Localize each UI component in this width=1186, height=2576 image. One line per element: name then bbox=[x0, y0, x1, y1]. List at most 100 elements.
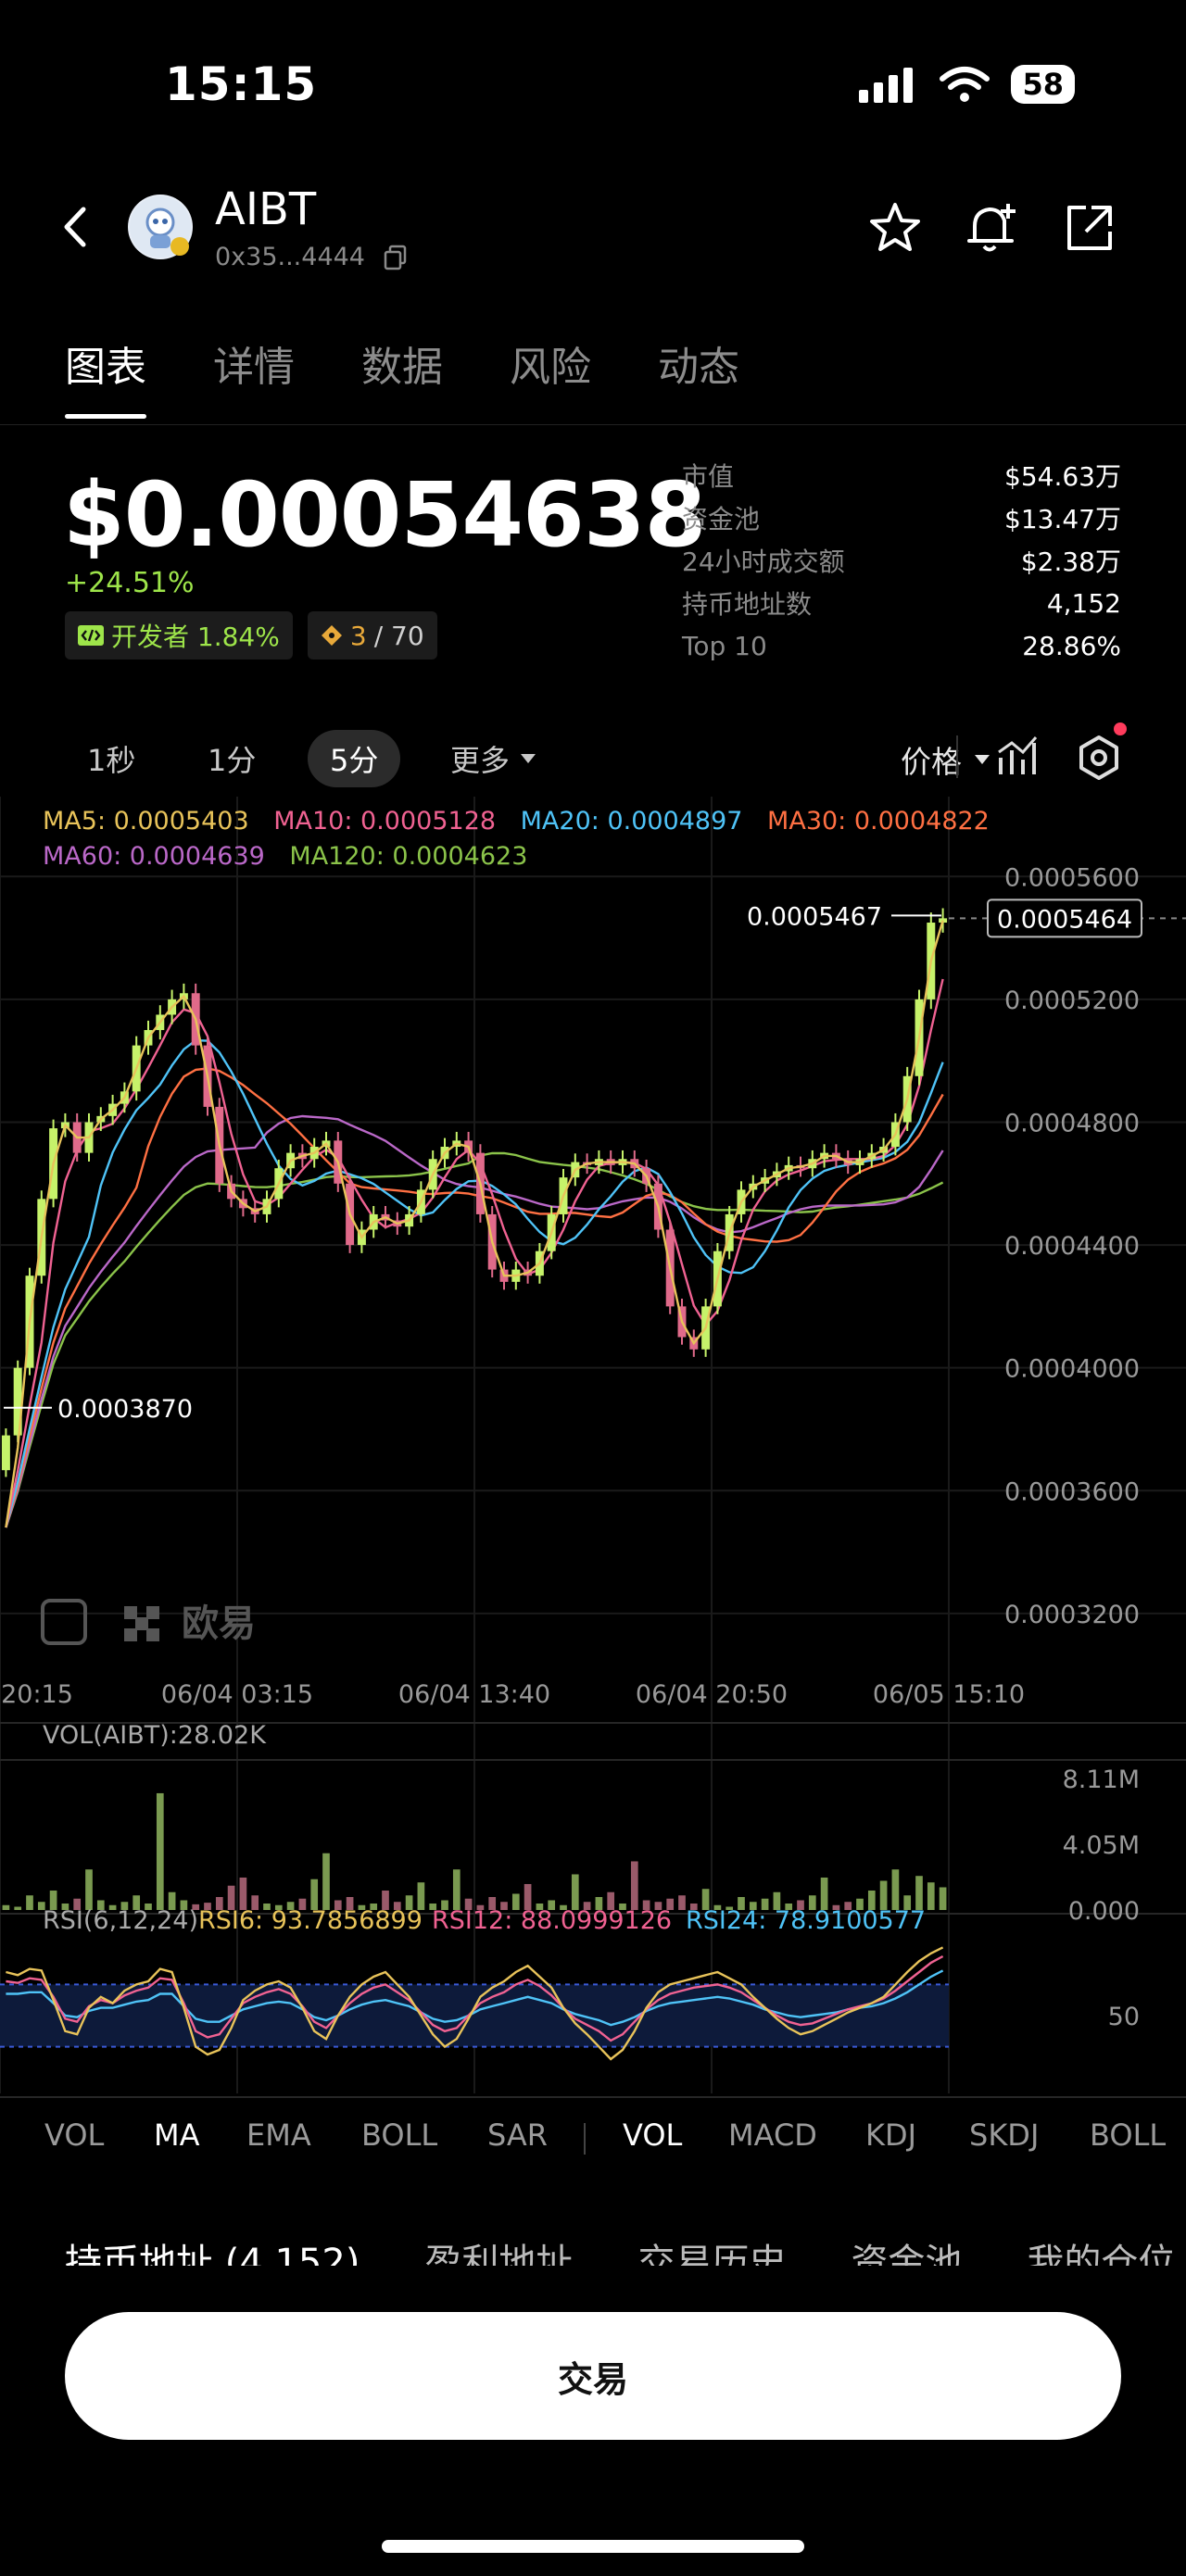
volume-bar bbox=[132, 1895, 141, 1910]
score-badge[interactable]: 3 / 70 bbox=[307, 611, 437, 660]
volume-bar bbox=[85, 1869, 93, 1910]
ma20-line bbox=[5, 1038, 944, 1528]
tab-profitable[interactable]: 盈利地址 bbox=[424, 2242, 574, 2269]
volume-bar bbox=[168, 1891, 176, 1910]
okx-logo-block bbox=[146, 1606, 159, 1619]
timeframe-more[interactable]: 更多 bbox=[428, 730, 560, 787]
ma5-path bbox=[5, 920, 944, 1528]
indicator-sar[interactable]: SAR bbox=[487, 2117, 549, 2153]
indicator-kdj[interactable]: KDJ bbox=[865, 2117, 917, 2153]
volume-bar bbox=[725, 1906, 734, 1910]
candle-body bbox=[1, 1435, 10, 1471]
price-tick-label: 0.0003200 bbox=[1004, 1601, 1140, 1629]
volume-bar bbox=[891, 1869, 900, 1910]
current-price-box bbox=[987, 898, 1142, 938]
volume-bar bbox=[761, 1898, 769, 1910]
notification-dot bbox=[1114, 723, 1127, 735]
star-icon[interactable] bbox=[867, 200, 923, 256]
volume-bar bbox=[310, 1879, 319, 1910]
trade-button[interactable]: 交易 bbox=[65, 2312, 1121, 2440]
indicator-macd[interactable]: MACD bbox=[728, 2117, 817, 2153]
tab-trade-history[interactable]: 交易历史 bbox=[637, 2242, 787, 2269]
okx-logo-block bbox=[124, 1628, 137, 1641]
volume-bar bbox=[738, 1896, 745, 1910]
volume-bar bbox=[536, 1903, 544, 1910]
volume-bar bbox=[286, 1902, 295, 1910]
indicator-ma[interactable]: MA bbox=[154, 2117, 200, 2153]
caret-down-icon bbox=[521, 754, 536, 763]
tab-pool[interactable]: 资金池 bbox=[851, 2242, 963, 2269]
indicator-boll-sub[interactable]: BOLL bbox=[1090, 2117, 1167, 2153]
price-change: +24.51% bbox=[65, 567, 195, 599]
stat-label: Top 10 bbox=[682, 630, 767, 661]
rsi-series-label: RSI24: 78.9100577 bbox=[686, 1906, 926, 1935]
indicator-boll-main[interactable]: BOLL bbox=[361, 2117, 438, 2153]
tab-my-position[interactable]: 我的仓位 bbox=[1027, 2242, 1176, 2269]
stat-value: 4,152 bbox=[1046, 587, 1121, 619]
price-mode-select[interactable]: 价格 bbox=[901, 737, 991, 782]
time-axis: 20:15 06/04 03:15 06/04 13:40 06/04 20:50 06… bbox=[1, 1680, 1025, 1709]
volume-bar bbox=[476, 1904, 485, 1910]
volume-bar bbox=[464, 1898, 473, 1910]
volume-bar bbox=[642, 1900, 650, 1910]
indicator-chart-icon[interactable] bbox=[993, 734, 1041, 782]
volume-bar bbox=[820, 1877, 828, 1910]
volume-bar bbox=[263, 1903, 271, 1910]
volume-bar bbox=[844, 1902, 852, 1910]
status-bar: 15:15 58 bbox=[0, 0, 1186, 157]
rsi24-line bbox=[6, 1969, 944, 2027]
current-price-label: 0.0005464 bbox=[997, 905, 1132, 934]
price-chart[interactable]: 0.00056000.00052000.00048000.00044000.00… bbox=[0, 797, 1186, 2112]
timeframe-1s[interactable]: 1秒 bbox=[87, 743, 136, 778]
add-alert-icon[interactable] bbox=[964, 200, 1019, 256]
volume-bar bbox=[749, 1902, 757, 1910]
stat-label: 持币地址数 bbox=[682, 589, 813, 620]
rsi-series-label: RSI12: 88.0999126 bbox=[432, 1906, 672, 1935]
price-tick-label: 0.0004000 bbox=[1004, 1355, 1140, 1384]
share-icon[interactable] bbox=[1062, 200, 1117, 256]
tab-activity[interactable]: 动态 bbox=[658, 344, 739, 391]
volume-bar bbox=[145, 1903, 152, 1910]
indicator-skdj[interactable]: SKDJ bbox=[969, 2117, 1040, 2153]
tab-chart[interactable]: 图表 bbox=[65, 333, 146, 419]
tab-details[interactable]: 详情 bbox=[213, 344, 295, 391]
indicator-vol-main[interactable]: VOL bbox=[44, 2117, 105, 2153]
copy-icon[interactable] bbox=[384, 245, 408, 270]
settings-hex-icon[interactable] bbox=[1075, 734, 1123, 782]
tab-holders[interactable]: 持币地址 (4,152) bbox=[65, 2242, 360, 2269]
volume-bar bbox=[701, 1889, 710, 1910]
rsi-chart: RSI(6,12,24) RSI6: 93.7856899 RSI12: 88.09… bbox=[0, 1906, 1140, 2061]
back-arrow-icon[interactable] bbox=[57, 204, 95, 250]
developer-badge[interactable]: 开发者 1.84% bbox=[65, 611, 293, 660]
volume-bar bbox=[713, 1904, 722, 1910]
indicator-ema[interactable]: EMA bbox=[246, 2117, 311, 2153]
tab-data[interactable]: 数据 bbox=[361, 344, 443, 391]
volume-bar bbox=[548, 1900, 556, 1910]
token-badges: 开发者 1.84% 3 / 70 bbox=[65, 611, 437, 660]
volume-bar bbox=[832, 1904, 840, 1910]
robot-logo-icon bbox=[130, 196, 191, 258]
price-axis: 0.0005600 0.0005200 0.0004800 0.0004400 0.00… bbox=[1004, 863, 1140, 1629]
volume-bar bbox=[322, 1853, 330, 1910]
ma5-value: MA5: 0.0005403 bbox=[43, 807, 249, 836]
token-header: AIBT 0x35...4444 bbox=[0, 176, 1186, 278]
volume-bar bbox=[595, 1896, 603, 1910]
stat-value: $13.47万 bbox=[1004, 504, 1121, 534]
candle-body bbox=[939, 918, 948, 924]
volume-bar bbox=[856, 1898, 864, 1910]
volume-bar bbox=[607, 1891, 615, 1910]
indicator-vol-sub[interactable]: VOL bbox=[623, 2117, 683, 2153]
code-icon bbox=[78, 625, 104, 646]
volume-bar bbox=[346, 1896, 354, 1910]
volume-bar bbox=[903, 1895, 912, 1910]
volume-bar bbox=[358, 1904, 366, 1910]
volume-bar bbox=[180, 1900, 188, 1910]
volume-bar bbox=[619, 1903, 626, 1910]
timeframe-5m[interactable]: 5分 bbox=[308, 730, 401, 787]
timeframe-1m[interactable]: 1分 bbox=[208, 743, 257, 778]
volume-bar bbox=[393, 1902, 401, 1910]
volume-bar bbox=[879, 1880, 888, 1910]
volume-bar bbox=[26, 1895, 33, 1910]
developer-badge-label: 开发者 1.84% bbox=[111, 622, 280, 652]
tab-risk[interactable]: 风险 bbox=[510, 344, 591, 391]
